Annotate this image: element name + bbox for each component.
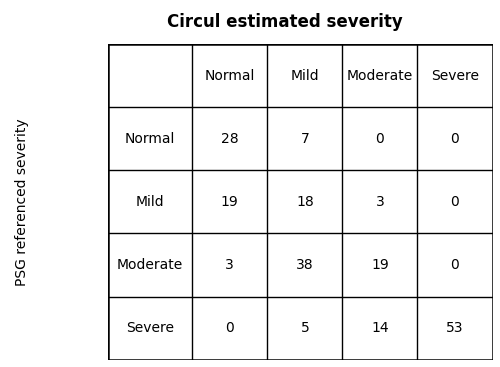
Text: 7: 7	[300, 132, 309, 146]
Text: 18: 18	[296, 195, 314, 209]
Text: Severe: Severe	[126, 321, 174, 335]
Text: 14: 14	[371, 321, 388, 335]
Text: Mild: Mild	[290, 69, 319, 83]
Text: 19: 19	[221, 195, 238, 209]
Text: 38: 38	[296, 258, 314, 272]
Text: 19: 19	[371, 258, 389, 272]
Text: 0: 0	[450, 258, 460, 272]
Text: Normal: Normal	[204, 69, 255, 83]
Text: Severe: Severe	[431, 69, 479, 83]
Text: 28: 28	[221, 132, 238, 146]
Text: Moderate: Moderate	[347, 69, 413, 83]
Text: 0: 0	[376, 132, 384, 146]
Text: Moderate: Moderate	[116, 258, 183, 272]
Text: 5: 5	[300, 321, 309, 335]
Text: 3: 3	[376, 195, 384, 209]
Text: Mild: Mild	[136, 195, 164, 209]
Text: 0: 0	[450, 195, 460, 209]
Text: 0: 0	[450, 132, 460, 146]
Text: Normal: Normal	[124, 132, 175, 146]
Text: PSG referenced severity: PSG referenced severity	[16, 118, 30, 286]
Text: 53: 53	[446, 321, 464, 335]
Text: 0: 0	[226, 321, 234, 335]
Text: Circul estimated severity: Circul estimated severity	[167, 13, 403, 31]
Text: 3: 3	[226, 258, 234, 272]
